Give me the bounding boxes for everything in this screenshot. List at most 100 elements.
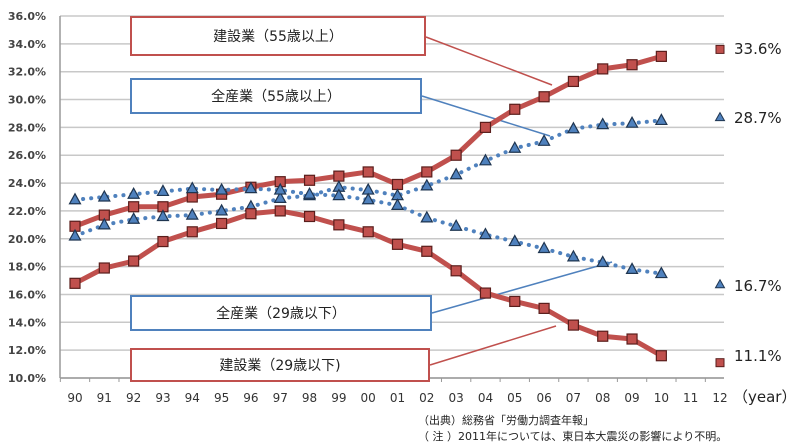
square-marker (509, 103, 521, 115)
source-note: （出典）総務省「労働力調査年報」 (418, 414, 594, 427)
triangle-marker (68, 228, 82, 241)
square-marker (333, 219, 345, 231)
square-marker (626, 59, 638, 71)
triangle-marker (127, 212, 141, 224)
leader-line (429, 325, 557, 366)
triangle-marker (390, 198, 405, 210)
x-axis-ticks: 90 91 92 93 94 95 96 97 98 99 00 01 02 03 04 05 06 07 08 09… (59, 377, 728, 405)
callout-label: 全産業（55歳以上） (211, 89, 341, 105)
triangle-marker (508, 141, 522, 153)
square-marker (333, 170, 345, 182)
x-tick-label: 05 (507, 391, 522, 405)
triangle-marker (273, 182, 287, 195)
x-tick-label: 91 (97, 391, 112, 405)
x-tick-label: 07 (566, 391, 581, 405)
triangle-marker (596, 117, 610, 130)
x-tick-label: 09 (624, 391, 639, 405)
triangle-marker (478, 153, 492, 166)
series-line (69, 205, 667, 362)
triangle-marker (596, 255, 610, 268)
footnote: （ 注 ）2011年については、東日本大震災の影響により不明。 (418, 430, 728, 443)
callout-label: 建設業（29歳以下) (219, 358, 341, 374)
x-tick-label: 06 (536, 391, 551, 405)
end-square-marker (715, 358, 725, 368)
callout-label: 建設業（55歳以上） (213, 29, 343, 45)
triangle-marker (273, 191, 287, 203)
end-label-all-55: 28.7% (734, 109, 782, 127)
y-tick-label: 22.0% (8, 205, 46, 218)
end-label-construction-29: 11.1% (734, 347, 782, 365)
square-marker (157, 235, 169, 248)
end-triangle-marker (714, 111, 726, 122)
square-marker (186, 226, 198, 238)
y-tick-label: 32.0% (8, 66, 46, 79)
x-tick-label: 94 (185, 391, 200, 405)
callout-all-industries-29-under: 全産業（29歳以下） (130, 295, 432, 331)
end-label-all-29: 16.7% (734, 277, 782, 295)
triangle-marker (625, 262, 639, 274)
square-marker (128, 255, 140, 267)
end-label-construction-55: 33.6% (734, 40, 782, 58)
square-marker (421, 166, 433, 178)
callout-label: 全産業（29歳以下） (216, 306, 346, 322)
square-marker (362, 226, 374, 238)
square-marker (597, 330, 609, 342)
triangle-marker (654, 113, 668, 126)
x-tick-label: 96 (243, 391, 258, 405)
callout-leader-lines (421, 36, 613, 366)
square-marker (479, 287, 492, 299)
y-tick-label: 20.0% (8, 233, 46, 246)
x-tick-label: 93 (155, 391, 170, 405)
triangle-marker (449, 167, 463, 180)
square-marker (391, 238, 404, 250)
square-marker (567, 75, 580, 88)
series-line (68, 113, 668, 241)
callout-construction-29-under: 建設業（29歳以下) (130, 348, 430, 382)
y-tick-label: 12.0% (8, 344, 46, 357)
square-marker (391, 178, 404, 191)
y-tick-label: 36.0% (8, 10, 46, 23)
square-marker (597, 63, 609, 75)
y-axis-ticks: 36.0% 34.0% 32.0% 30.0% 28.0% 26.0% 24.0% 22.0%… (8, 10, 46, 385)
y-tick-label: 10.0% (8, 372, 46, 385)
triangle-marker (215, 203, 229, 216)
y-tick-label: 26.0% (8, 149, 46, 162)
triangle-marker (537, 241, 551, 254)
end-square-marker (715, 44, 725, 54)
triangle-marker (449, 218, 463, 231)
square-marker (362, 166, 374, 178)
triangle-marker (97, 217, 111, 230)
y-tick-label: 34.0% (8, 38, 46, 51)
x-tick-label: 08 (595, 391, 610, 405)
y-tick-label: 24.0% (8, 177, 46, 190)
triangle-marker (420, 178, 434, 191)
x-axis-unit-label: （year） (733, 388, 797, 406)
triangle-marker (625, 115, 639, 128)
x-tick-label: 02 (419, 391, 434, 405)
y-tick-label: 30.0% (8, 94, 46, 107)
leader-line (431, 261, 613, 314)
x-tick-label: 98 (302, 391, 317, 405)
triangle-marker (420, 210, 434, 223)
square-marker (215, 217, 228, 230)
series-line (69, 50, 667, 232)
triangle-marker (332, 188, 346, 201)
square-marker (538, 302, 550, 314)
square-marker (128, 201, 140, 213)
square-marker (186, 191, 198, 203)
y-tick-label: 14.0% (8, 316, 46, 329)
square-marker (69, 277, 81, 289)
x-tick-label: 11 (683, 391, 698, 405)
triangle-marker (478, 227, 492, 240)
y-tick-label: 16.0% (8, 288, 46, 301)
x-tick-label: 01 (390, 391, 405, 405)
triangle-marker (508, 234, 522, 247)
triangle-marker (97, 189, 111, 202)
y-tick-label: 28.0% (8, 121, 46, 134)
triangle-marker (215, 182, 229, 195)
series-line (68, 181, 668, 279)
triangle-marker (566, 121, 580, 134)
square-marker (245, 208, 257, 220)
end-markers (714, 44, 726, 368)
triangle-marker (303, 186, 317, 199)
